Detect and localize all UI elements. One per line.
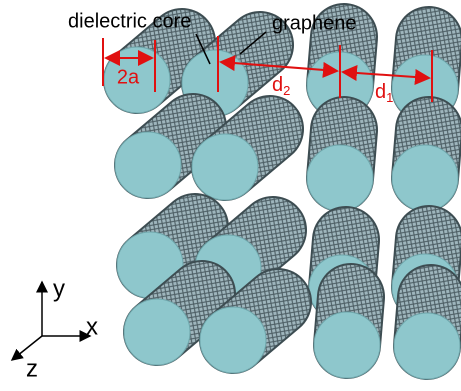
y-label: y [53, 275, 65, 302]
d1-sub: 1 [386, 90, 393, 105]
cylinder-face [307, 145, 373, 211]
cylinder-face [394, 313, 460, 379]
z-label: z [26, 355, 38, 382]
d2-label: d2 [272, 74, 290, 98]
cylinder-face [192, 134, 258, 200]
d2-sub: 2 [283, 83, 290, 98]
d1-label: d1 [375, 81, 393, 105]
axes-triad [12, 282, 90, 360]
d1-main: d [375, 81, 386, 103]
cylinder-face [392, 145, 458, 211]
core-label: dielectric core [68, 10, 191, 32]
cylinder-face [200, 307, 266, 373]
diameter-label: 2a [117, 66, 140, 88]
cylinder-face [124, 299, 190, 365]
x-label: x [86, 313, 98, 340]
scene: 2a d2 d1 dielectric core graphene y x z [0, 0, 461, 391]
d2-main: d [272, 74, 283, 96]
cylinder-face [115, 132, 181, 198]
shell-label: graphene [272, 12, 357, 34]
cylinder-face [314, 312, 380, 378]
